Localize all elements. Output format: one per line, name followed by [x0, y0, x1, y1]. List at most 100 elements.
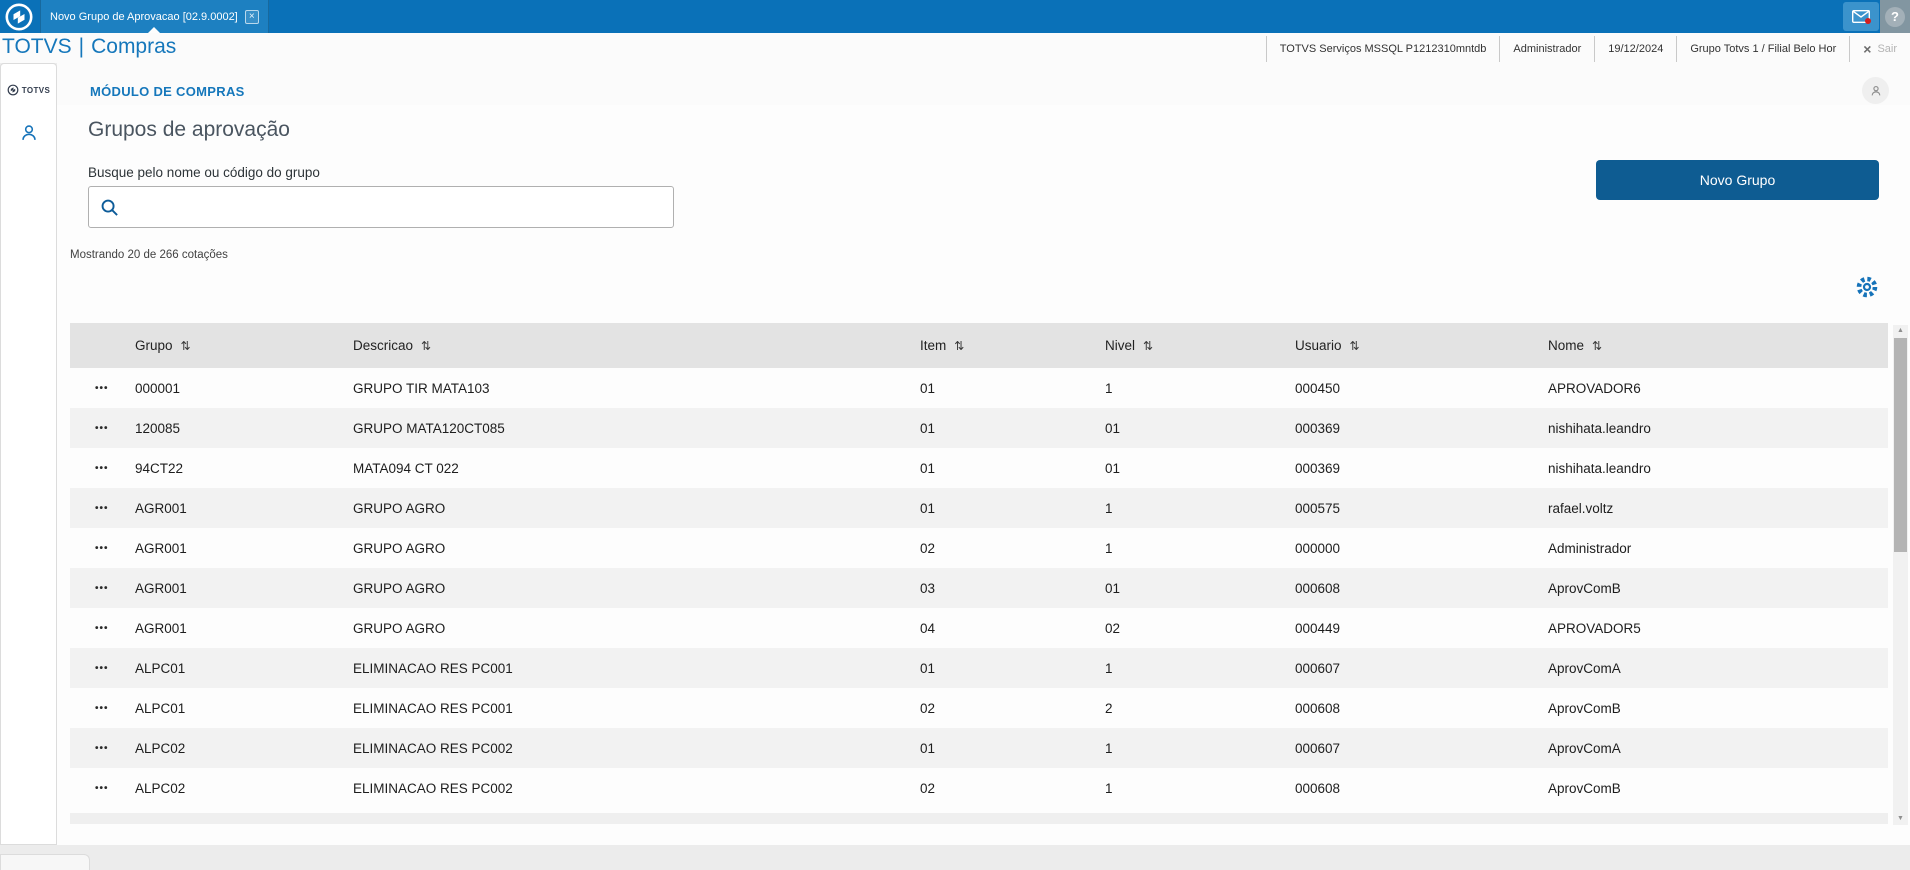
table-row[interactable]: ••• ALPC02 ELIMINACAO RES PC002 01 1 000607 Ap… [70, 728, 1888, 768]
tab-close-icon[interactable]: × [244, 9, 259, 24]
table-row[interactable]: ••• AGR001 GRUPO AGRO 04 02 000449 APROVADOR5 [70, 608, 1888, 648]
row-menu-button[interactable]: ••• [95, 542, 109, 554]
cell-grupo: ALPC02 [135, 780, 186, 796]
table-row[interactable]: ••• ALPC01 ELIMINACAO RES PC001 01 1 000607 Ap… [70, 648, 1888, 688]
cell-grupo: AGR001 [135, 540, 187, 556]
cell-usuario: 000369 [1295, 460, 1341, 476]
cell-descricao: GRUPO AGRO [353, 580, 446, 596]
user-avatar-button[interactable] [1862, 77, 1889, 104]
row-menu-button[interactable]: ••• [95, 662, 109, 674]
scroll-up-icon[interactable]: ▲ [1897, 327, 1904, 334]
sort-icon[interactable]: ⇅ [1592, 338, 1603, 353]
cell-nivel: 1 [1105, 540, 1113, 556]
row-menu-button[interactable]: ••• [95, 782, 109, 794]
help-icon[interactable]: ? [1885, 6, 1905, 27]
cell-item: 01 [920, 500, 936, 516]
table-scrollbar[interactable]: ▲ ▼ [1893, 325, 1908, 825]
cell-usuario: 000450 [1295, 380, 1341, 396]
search-icon [101, 199, 118, 216]
row-menu-button[interactable]: ••• [95, 702, 109, 714]
sort-icon[interactable]: ⇅ [180, 338, 191, 353]
table-row[interactable]: ••• ALPC02 ELIMINACAO RES PC002 02 1 000608 Ap… [70, 768, 1888, 808]
column-label: Descricao [353, 338, 414, 353]
sort-icon[interactable]: ⇅ [1143, 338, 1154, 353]
cell-item: 01 [920, 740, 936, 756]
tab-active-indicator [148, 27, 161, 33]
logout-button[interactable]: × Sair [1849, 36, 1910, 62]
cell-nivel: 2 [1105, 700, 1113, 716]
table-row[interactable]: ••• AGR001 GRUPO AGRO 02 1 000000 Administrado… [70, 528, 1888, 568]
sort-icon[interactable]: ⇅ [1349, 338, 1360, 353]
cell-grupo: 120085 [135, 420, 181, 436]
sort-icon[interactable]: ⇅ [954, 338, 965, 353]
cell-nivel: 1 [1105, 780, 1113, 796]
cell-nome: APROVADOR6 [1548, 380, 1641, 396]
approval-groups-table: Grupo ⇅ Descricao ⇅ Item ⇅ Nivel ⇅ Usuario ⇅ Nome ⇅… [70, 323, 1888, 824]
mail-notification-dot [1865, 18, 1871, 24]
column-label: Usuario [1295, 338, 1342, 353]
row-menu-button[interactable]: ••• [95, 582, 109, 594]
cell-descricao: ELIMINACAO RES PC002 [353, 780, 513, 796]
sort-icon[interactable]: ⇅ [421, 338, 432, 353]
results-count: Mostrando 20 de 266 cotações [70, 249, 228, 261]
table-row[interactable]: ••• 000001 GRUPO TIR MATA103 01 1 000450 APROV… [70, 368, 1888, 408]
environment-bar: TOTVS Serviços MSSQL P1212310mntdb Admin… [1265, 36, 1910, 62]
cell-usuario: 000607 [1295, 740, 1341, 756]
mail-button[interactable] [1843, 2, 1879, 31]
main-area: MÓDULO DE COMPRAS Grupos de aprovação Bu… [57, 63, 1910, 845]
tab-title: Novo Grupo de Aprovacao [02.9.0002] [50, 10, 238, 23]
cell-grupo: 000001 [135, 380, 181, 396]
cell-item: 01 [920, 460, 936, 476]
row-menu-button[interactable]: ••• [95, 502, 109, 514]
cell-grupo: ALPC01 [135, 700, 186, 716]
cell-usuario: 000608 [1295, 700, 1341, 716]
cell-nivel: 1 [1105, 380, 1113, 396]
table-row[interactable]: ••• 120085 GRUPO MATA120CT085 01 01 000369 nis… [70, 408, 1888, 448]
table-row[interactable]: ••• 94CT22 MATA094 CT 022 01 01 000369 nishiha… [70, 448, 1888, 488]
table-row[interactable]: ••• AGR001 GRUPO AGRO 01 1 000575 rafael.voltz [70, 488, 1888, 528]
active-tab[interactable]: Novo Grupo de Aprovacao [02.9.0002] × [40, 0, 269, 33]
cell-item: 02 [920, 780, 936, 796]
scrollbar-thumb[interactable] [1894, 338, 1907, 552]
column-header-grupo[interactable]: Grupo ⇅ [135, 338, 353, 353]
column-header-descricao[interactable]: Descricao ⇅ [353, 338, 920, 353]
new-group-button[interactable]: Novo Grupo [1596, 160, 1879, 200]
table-row[interactable]: ••• AGR001 GRUPO AGRO 03 01 000608 AprovComB [70, 568, 1888, 608]
cell-descricao: ELIMINACAO RES PC001 [353, 700, 513, 716]
search-box [88, 186, 674, 228]
row-menu-button[interactable]: ••• [95, 382, 109, 394]
column-header-item[interactable]: Item ⇅ [920, 338, 1105, 353]
cell-nome: AprovComB [1548, 700, 1621, 716]
sidebar-item-approval-groups[interactable] [1, 122, 56, 144]
cell-grupo: 94CT22 [135, 460, 184, 476]
env-user: Administrador [1499, 36, 1594, 62]
column-label: Grupo [135, 338, 173, 353]
cell-usuario: 000608 [1295, 780, 1341, 796]
cell-descricao: GRUPO AGRO [353, 540, 446, 556]
row-menu-button[interactable]: ••• [95, 462, 109, 474]
table-settings-button[interactable] [1855, 275, 1879, 299]
column-header-nivel[interactable]: Nivel ⇅ [1105, 338, 1295, 353]
cell-nome: rafael.voltz [1548, 500, 1614, 516]
scroll-down-icon[interactable]: ▼ [1897, 815, 1904, 822]
footer-corner-panel [0, 854, 90, 870]
column-header-nome[interactable]: Nome ⇅ [1548, 338, 1888, 353]
row-menu-button[interactable]: ••• [95, 622, 109, 634]
cell-descricao: GRUPO AGRO [353, 500, 446, 516]
cell-item: 02 [920, 540, 936, 556]
cell-usuario: 000608 [1295, 580, 1341, 596]
cell-item: 04 [920, 620, 936, 636]
env-server: TOTVS Serviços MSSQL P1212310mntdb [1265, 36, 1500, 62]
cell-item: 02 [920, 700, 936, 716]
cell-descricao: GRUPO TIR MATA103 [353, 380, 490, 396]
cell-item: 01 [920, 660, 936, 676]
row-menu-button[interactable]: ••• [95, 742, 109, 754]
cell-descricao: GRUPO MATA120CT085 [353, 420, 505, 436]
table-row[interactable]: ••• ALPC01 ELIMINACAO RES PC001 02 2 000608 Ap… [70, 688, 1888, 728]
column-header-usuario[interactable]: Usuario ⇅ [1295, 338, 1548, 353]
cell-nivel: 01 [1105, 460, 1121, 476]
sidebar-totvs-logo: TOTVS [1, 84, 56, 96]
row-menu-button[interactable]: ••• [95, 422, 109, 434]
cell-nome: APROVADOR5 [1548, 620, 1641, 636]
search-input[interactable] [128, 199, 662, 215]
